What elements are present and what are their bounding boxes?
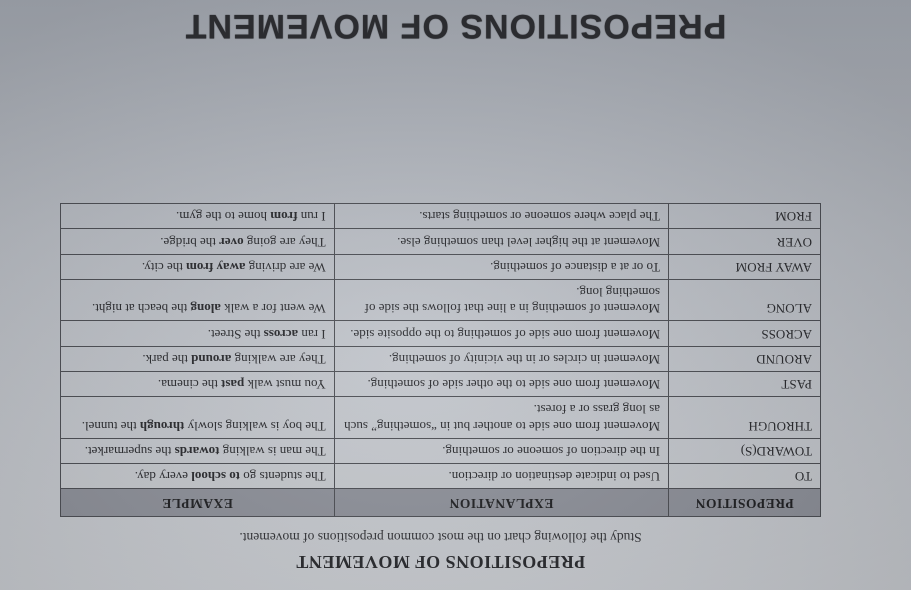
- table-row: TOWARD(S)In the direction of someone or …: [61, 438, 821, 463]
- cell-preposition: ALONG: [669, 279, 821, 321]
- cell-preposition: TOWARD(S): [669, 438, 821, 463]
- example-text: the bridge.: [160, 235, 219, 250]
- example-bold: to school: [191, 469, 240, 484]
- prepositions-table: PREPOSITION EXPLANATION EXAMPLE TOUsed t…: [60, 203, 821, 517]
- example-text: We went for a walk: [221, 301, 326, 316]
- cell-explanation: Movement in circles or in the vicinity o…: [334, 346, 668, 371]
- cell-preposition: AWAY FROM: [669, 254, 821, 279]
- cell-example: The students go to school every day.: [61, 463, 335, 488]
- example-text: the city.: [142, 260, 186, 275]
- cell-explanation: Movement of something in a line that fol…: [334, 279, 668, 321]
- cell-example: They are going over the bridge.: [61, 229, 335, 254]
- table-row: PASTMovement from one side to the other …: [61, 371, 821, 396]
- example-text: the park.: [142, 352, 191, 367]
- example-bold: towards: [175, 444, 220, 459]
- example-bold: through: [140, 419, 185, 434]
- example-bold: away from: [186, 260, 245, 275]
- example-text: You must walk: [244, 377, 325, 392]
- cell-explanation: Movement from one side to another but in…: [334, 397, 668, 439]
- cell-preposition: PAST: [669, 371, 821, 396]
- table-header-row: PREPOSITION EXPLANATION EXAMPLE: [61, 489, 821, 517]
- example-text: the tunnel.: [82, 419, 140, 434]
- page-title: PREPOSITIONS OF MOVEMENT: [60, 551, 821, 572]
- example-bold: from: [270, 209, 297, 224]
- cell-explanation: Movement from one side to the other side…: [334, 371, 668, 396]
- cell-preposition: ACROSS: [669, 321, 821, 346]
- cell-preposition: THROUGH: [669, 397, 821, 439]
- col-header-preposition: PREPOSITION: [669, 489, 821, 517]
- cell-preposition: TO: [669, 463, 821, 488]
- example-bold: across: [264, 327, 298, 342]
- table-row: AWAY FROMTo or at a distance of somethin…: [61, 254, 821, 279]
- example-text: They are walking: [231, 352, 325, 367]
- example-text: The man is walking: [219, 444, 325, 459]
- cell-explanation: In the direction of someone or something…: [334, 438, 668, 463]
- cell-preposition: AROUND: [669, 346, 821, 371]
- example-bold: past: [221, 377, 244, 392]
- example-bold: over: [219, 235, 244, 250]
- table-row: ALONGMovement of something in a line tha…: [61, 279, 821, 321]
- col-header-explanation: EXPLANATION: [334, 489, 668, 517]
- cell-explanation: Movement from one side of something to t…: [334, 321, 668, 346]
- example-text: I ran: [298, 327, 325, 342]
- example-text: We are driving: [245, 260, 325, 275]
- example-text: the cinema.: [158, 377, 221, 392]
- example-text: the Street.: [208, 327, 264, 342]
- example-text: every day.: [135, 469, 192, 484]
- cell-preposition: FROM: [669, 204, 821, 229]
- example-text: I run: [297, 209, 325, 224]
- table-row: ACROSSMovement from one side of somethin…: [61, 321, 821, 346]
- col-header-example: EXAMPLE: [61, 489, 335, 517]
- example-text: They are going: [244, 235, 326, 250]
- example-bold: around: [191, 352, 231, 367]
- cell-example: We went for a walk along the beach at ni…: [61, 279, 335, 321]
- table-row: AROUNDMovement in circles or in the vici…: [61, 346, 821, 371]
- cell-example: We are driving away from the city.: [61, 254, 335, 279]
- cell-example: I ran across the Street.: [61, 321, 335, 346]
- example-text: home to the gym.: [176, 209, 270, 224]
- example-bold: along: [191, 301, 221, 316]
- page: PREPOSITIONS OF MOVEMENT Study the follo…: [0, 0, 911, 590]
- cell-example: You must walk past the cinema.: [61, 371, 335, 396]
- table-row: TOUsed to indicate destination or direct…: [61, 463, 821, 488]
- example-text: The boy is walking slowly: [184, 419, 325, 434]
- page-subtitle: Study the following chart on the most co…: [60, 529, 821, 545]
- cell-preposition: OVER: [669, 229, 821, 254]
- table-row: THROUGHMovement from one side to another…: [61, 397, 821, 439]
- cell-example: The boy is walking slowly through the tu…: [61, 397, 335, 439]
- heading-block: PREPOSITIONS OF MOVEMENT Study the follo…: [60, 529, 821, 572]
- cell-explanation: Used to indicate destination or directio…: [334, 463, 668, 488]
- bottom-display-title: PREPOSITIONS OF MOVEMENT: [0, 6, 911, 45]
- example-text: The students go: [240, 469, 326, 484]
- cell-example: The man is walking towards the supermark…: [61, 438, 335, 463]
- cell-explanation: To or at a distance of something.: [334, 254, 668, 279]
- cell-explanation: The place where someone or something sta…: [334, 204, 668, 229]
- cell-example: I run from home to the gym.: [61, 204, 335, 229]
- cell-explanation: Movement at the higher level than someth…: [334, 229, 668, 254]
- table-row: FROMThe place where someone or something…: [61, 204, 821, 229]
- cell-example: They are walking around the park.: [61, 346, 335, 371]
- example-text: the supermarket.: [85, 444, 175, 459]
- example-text: the beach at night.: [92, 301, 191, 316]
- table-row: OVERMovement at the higher level than so…: [61, 229, 821, 254]
